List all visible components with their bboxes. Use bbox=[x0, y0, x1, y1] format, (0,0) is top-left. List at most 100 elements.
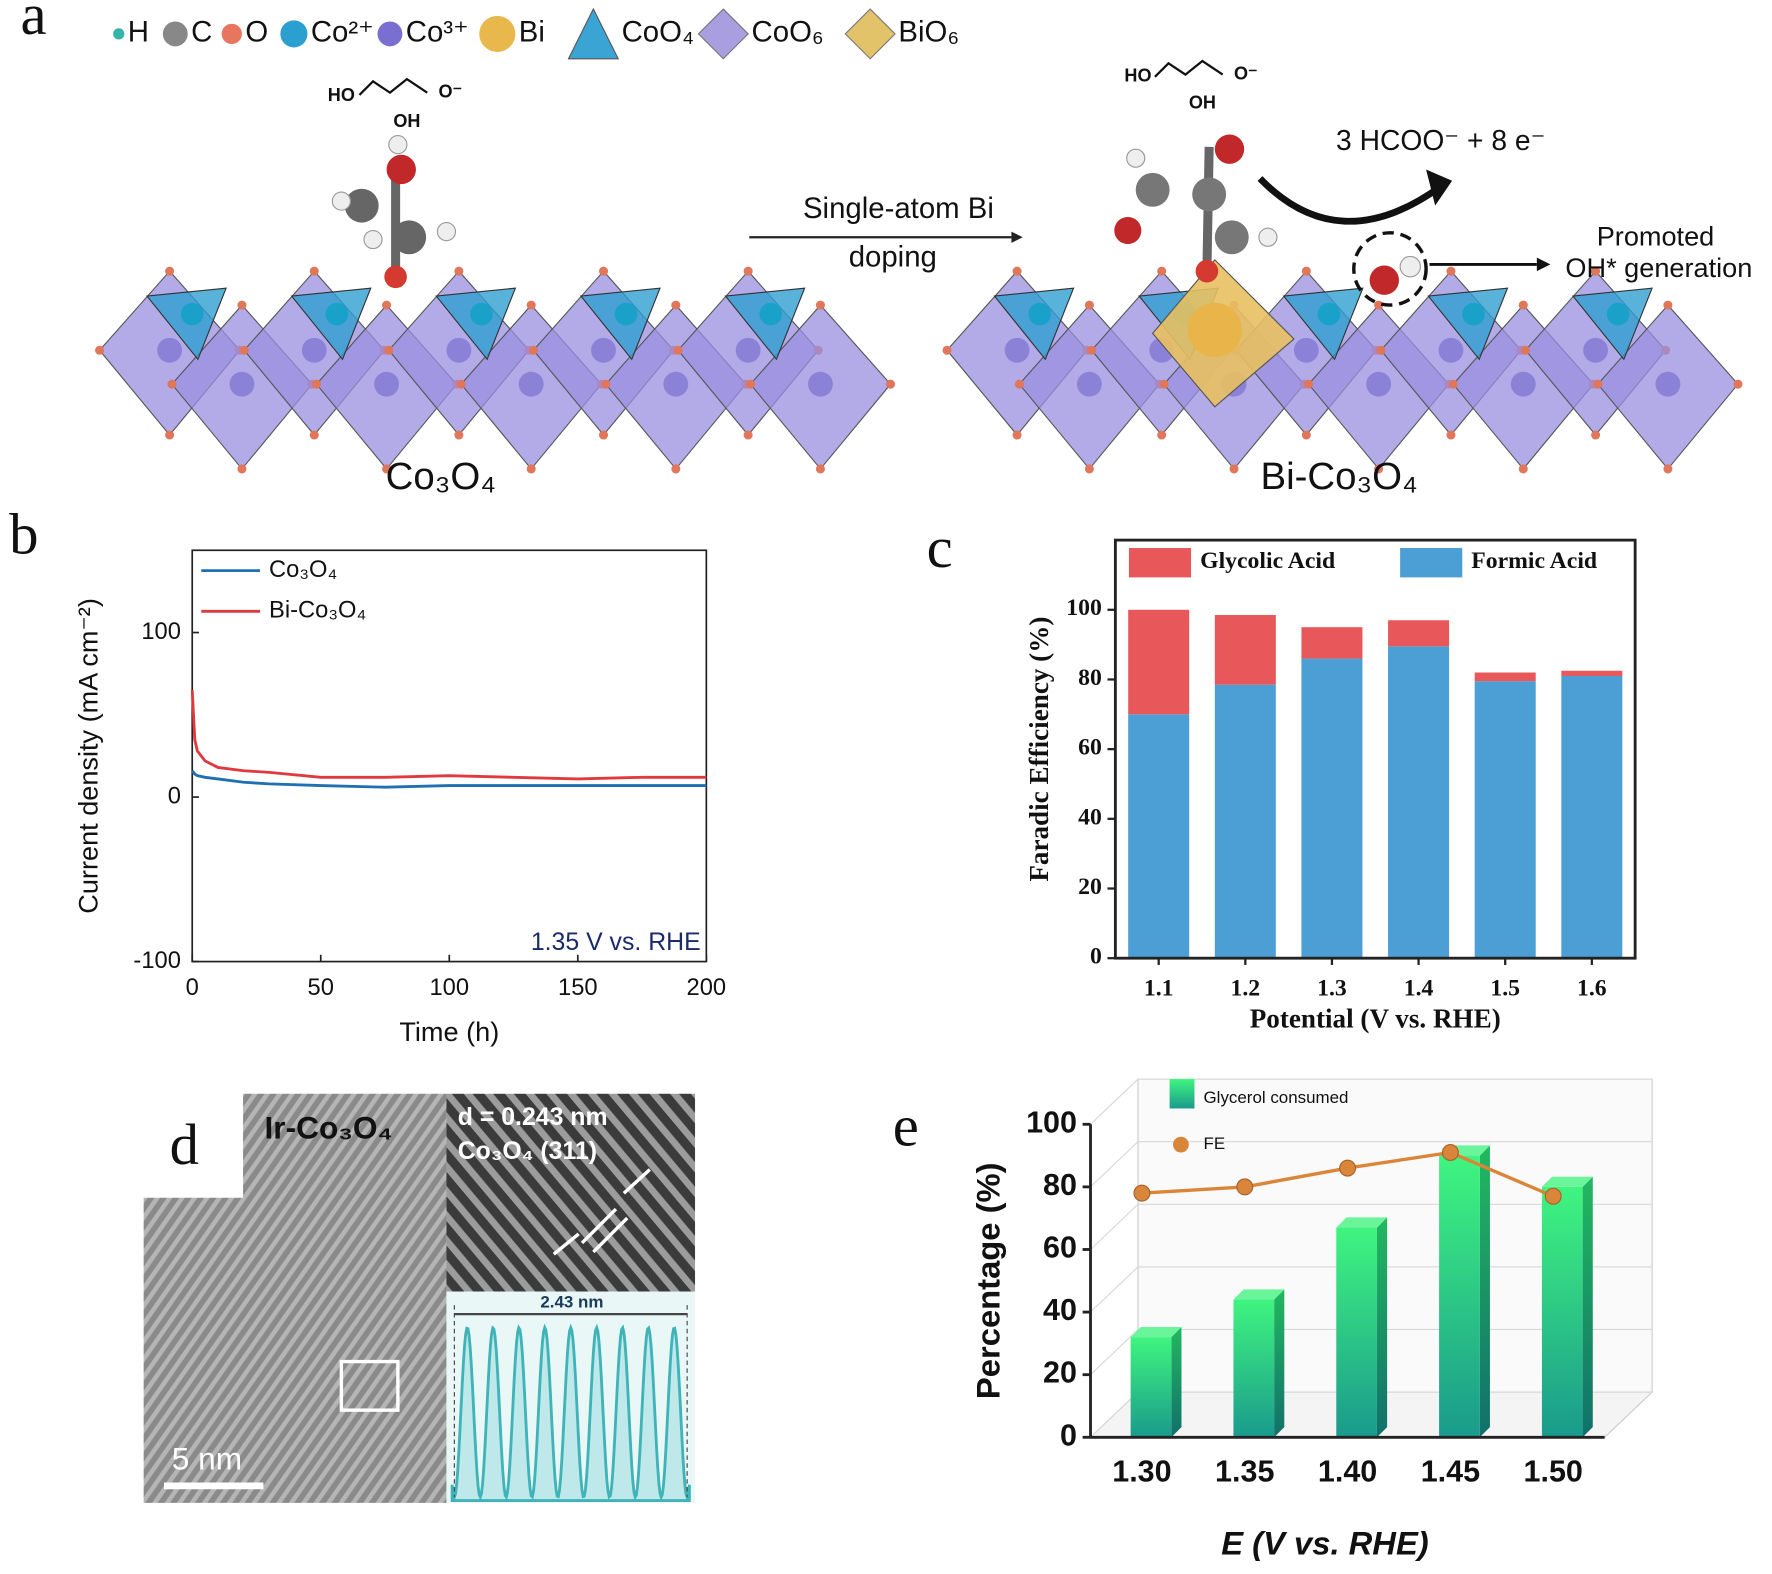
co2-atom bbox=[180, 302, 204, 326]
o-atom bbox=[311, 379, 322, 389]
bar-segment bbox=[1128, 714, 1190, 959]
scale-bar-label: 5 nm bbox=[172, 1440, 242, 1476]
o-atom bbox=[1014, 379, 1024, 389]
y-tick-label: 80 bbox=[1078, 665, 1102, 691]
x-tick-label: 1.50 bbox=[1524, 1454, 1583, 1488]
legend-label: Co²⁺ bbox=[311, 16, 374, 49]
y-tick-label: 20 bbox=[1078, 874, 1102, 900]
legend-label: BiO₆ bbox=[898, 16, 959, 49]
grid-line bbox=[1090, 1203, 1139, 1250]
y-tick-label: 40 bbox=[1043, 1293, 1077, 1327]
bar-segment bbox=[1301, 627, 1363, 659]
data-line bbox=[191, 769, 707, 789]
x-tick-label: 1.6 bbox=[1577, 975, 1607, 1001]
legend-swatch bbox=[113, 28, 125, 40]
annotation: 1.35 V vs. RHE bbox=[531, 929, 701, 956]
o-atom bbox=[1012, 266, 1022, 276]
y-tick-label: 60 bbox=[1078, 735, 1102, 761]
y-tick-label: 40 bbox=[1078, 804, 1102, 830]
intensity-profile bbox=[450, 1323, 691, 1502]
bar bbox=[1336, 1227, 1377, 1438]
co3-atom bbox=[229, 371, 255, 397]
co3-atom bbox=[735, 337, 761, 363]
legend-label: Glycolic Acid bbox=[1200, 548, 1335, 574]
o-atom bbox=[1448, 379, 1458, 389]
image-label: Ir-Co₃O₄ bbox=[265, 1109, 393, 1145]
o-atom bbox=[237, 300, 247, 310]
o-atom bbox=[1376, 345, 1386, 355]
bar bbox=[1541, 1186, 1583, 1438]
legend-swatch bbox=[221, 23, 242, 45]
o-atom bbox=[815, 464, 825, 474]
o-atom bbox=[1446, 266, 1456, 276]
legend-swatch bbox=[567, 7, 620, 60]
molecule-label: OH bbox=[1189, 93, 1216, 113]
panel-label: d bbox=[170, 1112, 199, 1177]
y-tick-label: 0 bbox=[1090, 944, 1102, 970]
o-atom bbox=[1084, 464, 1094, 474]
legend-label: Bi-Co₃O₄ bbox=[269, 598, 366, 624]
o-atom bbox=[601, 379, 611, 389]
co3-atom bbox=[808, 371, 833, 397]
co3-atom bbox=[1510, 371, 1536, 397]
panel-label: c bbox=[927, 515, 953, 580]
crystal-structures bbox=[95, 259, 1743, 474]
o-atom bbox=[1157, 430, 1167, 440]
bar-side bbox=[1376, 1217, 1388, 1438]
o-atom bbox=[1301, 266, 1311, 276]
o-atom bbox=[1518, 464, 1528, 474]
x-axis-label: Potential (V vs. RHE) bbox=[1250, 1004, 1501, 1034]
grid-line bbox=[1090, 1391, 1139, 1438]
o-atom bbox=[95, 345, 105, 355]
x-tick-label: 100 bbox=[429, 975, 469, 1001]
legend-swatch bbox=[697, 8, 749, 60]
data-point bbox=[1133, 1184, 1151, 1202]
bar bbox=[1130, 1337, 1172, 1438]
arrow-label: Single-atom Bi bbox=[803, 192, 994, 225]
image-label: d = 0.243 nm bbox=[458, 1104, 608, 1131]
arrow-head bbox=[1536, 257, 1551, 272]
bar-segment bbox=[1214, 684, 1276, 959]
co3-atom bbox=[1366, 371, 1392, 397]
o-atom bbox=[1446, 430, 1456, 440]
legend-label: CoO₆ bbox=[752, 16, 824, 49]
co3-atom bbox=[1655, 371, 1681, 397]
o-atom bbox=[1304, 379, 1314, 389]
legend-swatch bbox=[1400, 548, 1463, 578]
bar-segment bbox=[1388, 620, 1450, 647]
co2-atom bbox=[1028, 302, 1051, 326]
bar-segment bbox=[1561, 670, 1623, 676]
co3-atom bbox=[1004, 337, 1030, 363]
x-tick-label: 200 bbox=[687, 975, 727, 1001]
x-tick-label: 1.40 bbox=[1318, 1454, 1377, 1488]
o-atom bbox=[598, 430, 609, 440]
o-atom bbox=[239, 345, 249, 355]
x-tick-label: 1.5 bbox=[1490, 975, 1520, 1001]
o-atom bbox=[1159, 379, 1169, 389]
y-axis-label: Current density (mA cm⁻²) bbox=[73, 598, 104, 914]
bar-segment bbox=[1388, 646, 1450, 959]
note-label: Promoted bbox=[1597, 221, 1715, 252]
co2-atom bbox=[1462, 302, 1485, 326]
bar-side bbox=[1582, 1176, 1593, 1438]
bar-side bbox=[1479, 1145, 1490, 1438]
legend-label: Co₃O₄ bbox=[269, 557, 337, 583]
data-line bbox=[190, 690, 707, 781]
o-atom bbox=[743, 430, 753, 440]
legend-label: FE bbox=[1204, 1134, 1226, 1153]
co2-atom bbox=[759, 302, 783, 326]
o-atom bbox=[526, 464, 536, 474]
co3-atom bbox=[591, 337, 616, 363]
o-atom bbox=[1591, 430, 1601, 440]
y-tick-label: 100 bbox=[1066, 595, 1102, 621]
co3-atom bbox=[1438, 337, 1464, 363]
co2-atom bbox=[614, 302, 638, 326]
o-atom bbox=[1229, 464, 1239, 474]
o-atom bbox=[743, 266, 753, 276]
bar-segment bbox=[1128, 609, 1190, 715]
y-tick-label: 100 bbox=[141, 619, 181, 645]
data-point bbox=[1441, 1143, 1459, 1161]
o-atom bbox=[942, 345, 952, 355]
product-label: 3 HCOO⁻ + 8 e⁻ bbox=[1336, 124, 1545, 156]
